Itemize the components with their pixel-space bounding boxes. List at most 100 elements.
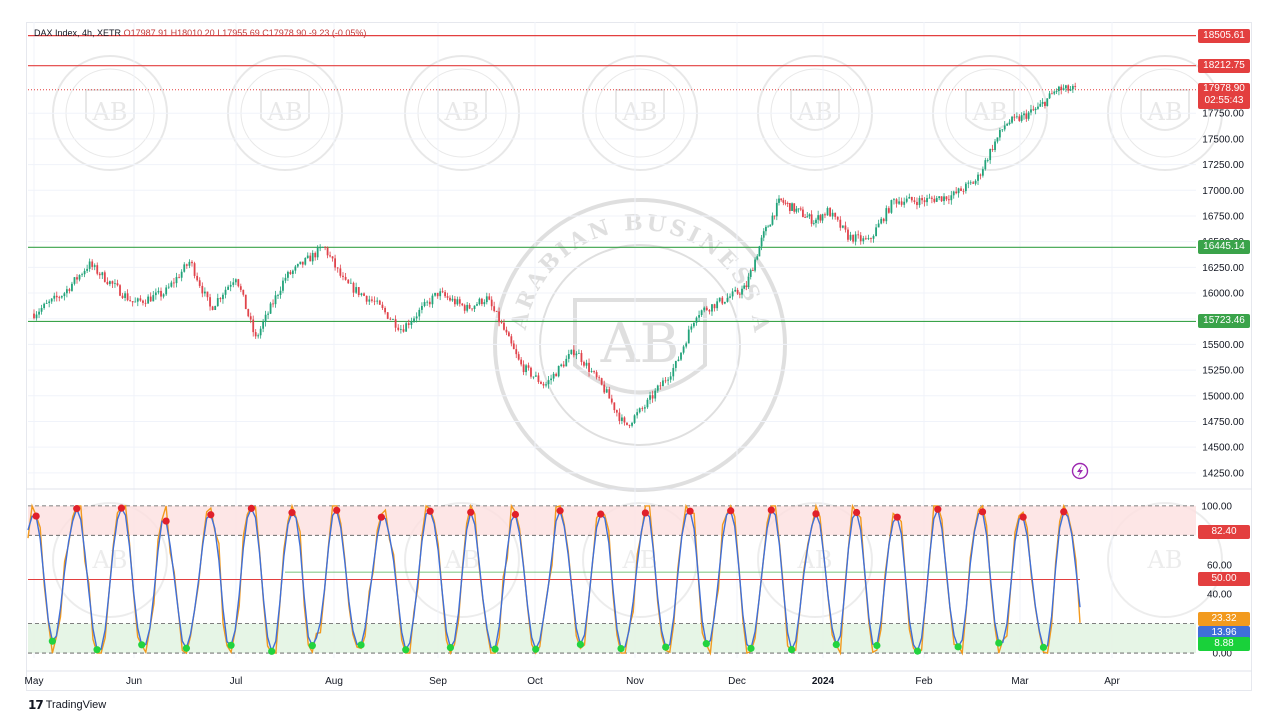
candle-body <box>677 359 680 361</box>
candle-body <box>1008 122 1011 125</box>
candle-body <box>610 398 613 403</box>
candle-body <box>903 201 906 205</box>
osc-series-d-tag[interactable]: 13.96 <box>1198 625 1250 640</box>
candle-body <box>1062 88 1065 91</box>
candle-body <box>249 316 252 320</box>
level-price-tag[interactable]: 18212.75 <box>1198 58 1250 73</box>
candle-body <box>232 282 235 285</box>
osc-extra-tag[interactable]: 8.88 <box>1198 636 1250 651</box>
candle-body <box>788 203 791 211</box>
watermark-text: AB <box>622 98 658 126</box>
x-tick-label: May <box>25 676 44 687</box>
candle-body <box>545 384 547 386</box>
overbought-marker <box>597 510 605 518</box>
candle-body <box>703 307 706 311</box>
overbought-marker <box>467 508 475 516</box>
candle-body <box>593 371 595 373</box>
x-tick-label: Oct <box>527 676 543 687</box>
candle-body <box>50 298 53 302</box>
oversold-marker <box>617 644 625 653</box>
candle-body <box>1015 116 1018 118</box>
candle-body <box>1003 125 1006 130</box>
candle-body <box>711 304 713 312</box>
candle-body <box>129 300 132 302</box>
last-price-tag[interactable]: 17978.90 02:55:43 <box>1198 82 1250 109</box>
watermark-text: AB <box>797 98 833 126</box>
candle-body <box>994 141 996 150</box>
y-tick-label: 16000.00 <box>1202 289 1244 300</box>
candle-body <box>667 379 670 381</box>
candle-body <box>405 323 408 332</box>
y-tick-label: 15500.00 <box>1202 340 1244 351</box>
osc-level-tag[interactable]: 50.00 <box>1198 572 1250 587</box>
x-tick-label: Jul <box>230 676 243 687</box>
legend-low: L17955.69 <box>217 28 260 38</box>
candle-body <box>877 223 880 228</box>
level-price-tag[interactable]: 16445.14 <box>1198 240 1250 255</box>
candle-body <box>824 214 826 216</box>
osc-y-tick-label: 0.00 <box>1213 649 1233 660</box>
candle-body <box>304 258 307 265</box>
candle-body <box>662 380 664 387</box>
candle-body <box>603 384 606 393</box>
candle-body <box>923 200 926 203</box>
candle-body <box>955 191 958 194</box>
level-price-tag[interactable]: 15723.46 <box>1198 314 1250 329</box>
candle-body <box>530 367 532 377</box>
osc-series-k-tag[interactable]: 23.32 <box>1198 611 1250 626</box>
level-price-tag[interactable]: 18505.61 <box>1198 28 1250 43</box>
watermark-seal: AB <box>52 502 168 618</box>
candle-body <box>277 295 279 296</box>
candle-body <box>334 258 336 268</box>
candle-body <box>810 214 813 224</box>
candle-body <box>962 190 965 192</box>
candle-body <box>575 353 578 356</box>
candle-body <box>331 256 334 259</box>
candle-body <box>352 282 355 293</box>
tradingview-icon: 𝟭𝟳 <box>28 698 44 712</box>
oversold-zone <box>28 623 1196 654</box>
overbought-marker <box>934 505 942 513</box>
tradingview-logo[interactable]: 𝟭𝟳 TradingView <box>28 698 106 712</box>
candle-body <box>1044 102 1046 106</box>
candle-body <box>547 380 550 385</box>
candle-body <box>898 201 900 204</box>
candle-body <box>378 300 381 305</box>
osc-level-tag[interactable]: 82.40 <box>1198 524 1250 539</box>
candle-body <box>495 310 498 312</box>
candle-body <box>101 272 104 276</box>
candle-body <box>1053 91 1056 94</box>
overbought-marker <box>117 504 126 512</box>
candle-body <box>921 198 923 201</box>
candle-body <box>618 412 621 421</box>
candle-body <box>191 261 193 264</box>
candle-body <box>463 305 466 311</box>
watermark-text: AB <box>267 98 303 126</box>
legend-change: -9.23 (-0.05%) <box>308 28 367 38</box>
candle-body <box>831 212 834 217</box>
candle-body <box>659 385 662 387</box>
candle-body <box>43 303 46 309</box>
watermark-text: AB <box>444 98 480 126</box>
oversold-marker <box>995 639 1003 647</box>
candle-body <box>1041 102 1044 104</box>
candle-body <box>347 279 350 284</box>
chart-legend: DAX Index, 4h, XETR O17987.91 H18010.20 … <box>34 28 366 38</box>
candle-body <box>35 314 38 319</box>
watermark-seal: AB <box>404 502 520 618</box>
oversold-marker <box>357 641 365 649</box>
watermark-text: AB <box>600 312 680 375</box>
overbought-marker <box>32 512 40 520</box>
lightning-icon[interactable] <box>1071 462 1089 480</box>
candle-body <box>1051 93 1053 95</box>
candle-body <box>456 299 459 305</box>
watermark-text: AB <box>797 546 833 574</box>
candle-body <box>669 376 672 380</box>
candle-body <box>392 319 394 320</box>
candle-body <box>829 208 831 217</box>
candle-body <box>580 352 583 362</box>
oversold-marker <box>662 643 670 651</box>
oversold-marker <box>138 641 146 649</box>
x-tick-label: Nov <box>626 676 644 687</box>
